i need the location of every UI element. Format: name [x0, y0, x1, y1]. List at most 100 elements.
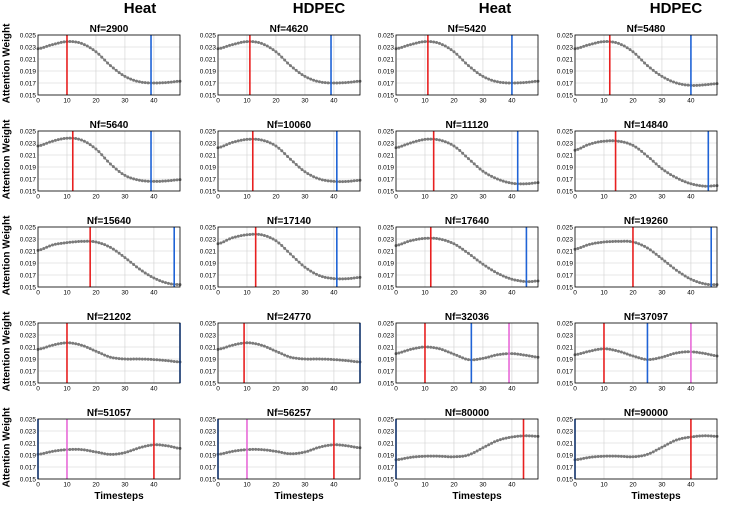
x-tick-label: 20 [450, 194, 458, 201]
series-point [507, 436, 511, 440]
series-point [94, 349, 98, 353]
y-tick-label: 0.021 [378, 56, 395, 63]
series-point [277, 350, 281, 354]
series-point [352, 276, 356, 280]
subplot-title: Nf=17640 [445, 216, 490, 227]
series-point [637, 454, 641, 458]
series-point [654, 162, 658, 166]
series-point [400, 144, 404, 148]
series-point [596, 241, 600, 245]
series-point [48, 140, 52, 144]
x-tick-label: 10 [421, 482, 429, 489]
series-point [100, 352, 104, 356]
series-point [672, 439, 676, 443]
series-point [461, 454, 465, 458]
series-point [152, 276, 156, 280]
x-tick-label: 20 [92, 482, 100, 489]
x-tick-label: 0 [216, 290, 220, 297]
series-point [355, 360, 359, 364]
series-point [39, 347, 43, 351]
series-point [455, 353, 459, 357]
y-tick-label: 0.019 [378, 452, 395, 459]
series-point [701, 281, 705, 285]
subplot-title: Nf=56257 [267, 408, 312, 419]
y-tick-label: 0.015 [557, 92, 574, 99]
series-point [286, 249, 290, 253]
series-point [631, 354, 635, 358]
y-tick-label: 0.025 [200, 224, 217, 231]
series-point [411, 140, 415, 144]
series-point [257, 41, 261, 45]
series-point [593, 455, 597, 459]
series-point [628, 142, 632, 146]
series-point [495, 271, 499, 275]
series-point [501, 352, 505, 356]
series-point [596, 40, 600, 44]
series-point [271, 237, 275, 241]
y-tick-label: 0.019 [557, 164, 574, 171]
x-tick-label: 20 [629, 194, 637, 201]
x-tick-label: 30 [301, 194, 309, 201]
series-point [677, 437, 681, 441]
series-point [484, 356, 488, 360]
series-point [283, 246, 287, 250]
x-tick-label: 20 [92, 194, 100, 201]
series-point [143, 444, 147, 448]
series-point [140, 269, 144, 273]
series-point [77, 41, 81, 45]
series-point [585, 350, 589, 354]
plot-frame [574, 226, 718, 288]
series-point [45, 245, 49, 249]
series-point [640, 243, 644, 247]
subplot-1: Nf=2900 0.015 0.017 0.019 0.021 0.023 0.025 0 10… [20, 24, 182, 105]
series-point [695, 280, 699, 284]
series-point [490, 268, 494, 272]
series-point [129, 77, 133, 81]
series-point [466, 251, 470, 255]
y-tick-label: 0.025 [200, 128, 217, 135]
series-point [449, 455, 453, 459]
series-point [108, 452, 112, 456]
series-point [242, 40, 246, 44]
y-tick-label: 0.019 [378, 260, 395, 267]
series-point [335, 81, 339, 85]
series-point [437, 237, 441, 241]
x-tick-label: 20 [629, 482, 637, 489]
series-point [65, 136, 69, 140]
series-point [103, 353, 107, 357]
series-point [712, 354, 716, 358]
series-point [169, 179, 173, 183]
series-point [97, 241, 101, 245]
x-tick-label: 0 [573, 482, 577, 489]
plot-frame [217, 34, 361, 96]
subplot-10: Nf=17140 0.015 0.017 0.019 0.021 0.023 0.025 0 1… [200, 216, 362, 297]
series-point [56, 242, 60, 246]
series-point [593, 141, 597, 145]
series-point [469, 254, 473, 258]
series-point [294, 68, 298, 72]
series-point [62, 241, 66, 245]
series-point [74, 137, 78, 141]
subplot-11: Nf=17640 0.015 0.017 0.019 0.021 0.023 0.025 0 1… [378, 216, 540, 297]
subplot-title: Nf=15640 [87, 216, 132, 227]
series-point [323, 275, 327, 279]
series-point [300, 168, 304, 172]
series-point [48, 244, 52, 248]
series-point [608, 454, 612, 458]
series-point [300, 73, 304, 77]
y-tick-label: 0.015 [557, 476, 574, 483]
series-point [579, 457, 583, 461]
y-tick-label: 0.019 [20, 356, 37, 363]
series-point [306, 172, 310, 176]
series-point [519, 279, 523, 283]
column-header-4: HDPEC [649, 0, 703, 17]
series-point [420, 138, 424, 142]
series-point [42, 142, 46, 146]
series-point [294, 452, 298, 456]
y-tick-label: 0.025 [378, 32, 395, 39]
series-point [155, 179, 159, 183]
series-line [217, 138, 361, 183]
series-point [400, 350, 404, 354]
series-point [579, 146, 583, 150]
series-point [437, 347, 441, 351]
